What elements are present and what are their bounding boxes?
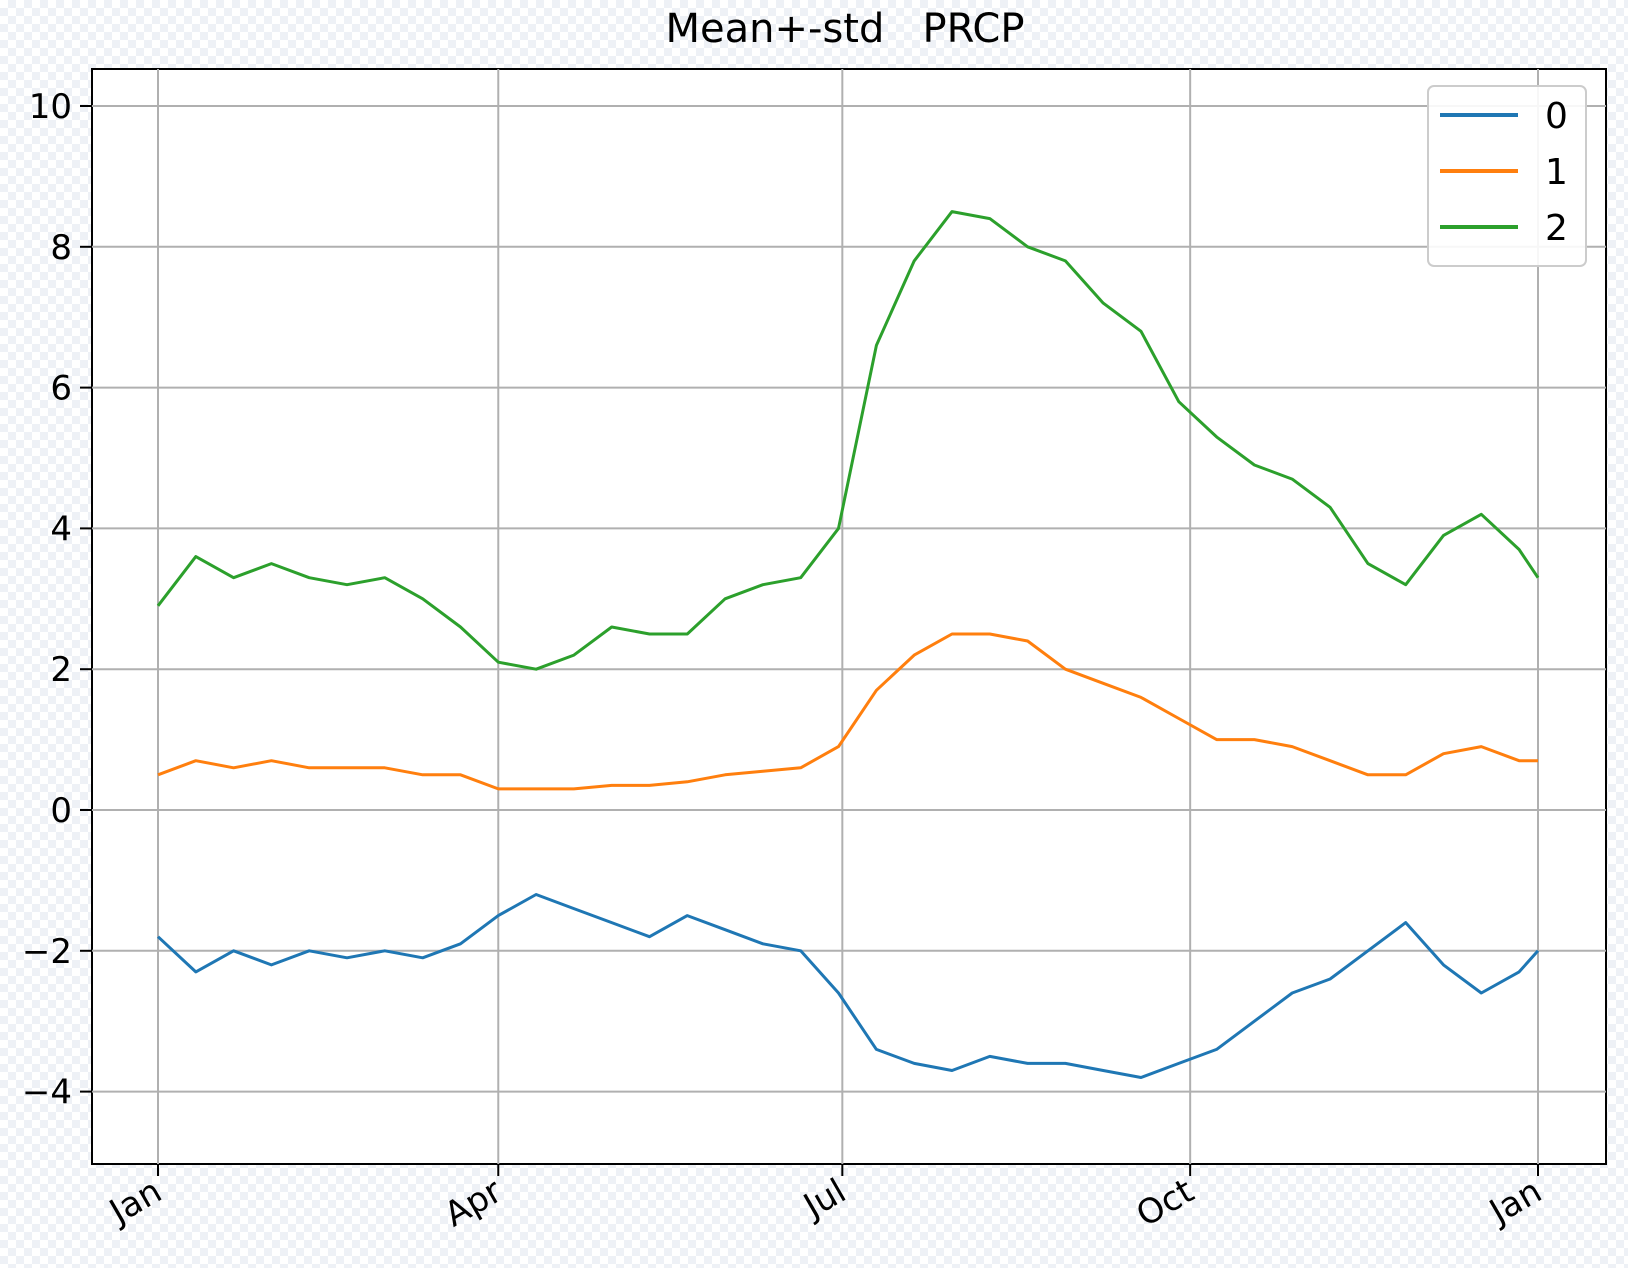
y-axis: 10 8 6 4 2 0 −2 −4: [22, 87, 92, 1113]
series-line-0: [156, 893, 1540, 1079]
y-tick-label: −2: [22, 932, 72, 972]
legend-label-1: 1: [1545, 152, 1568, 193]
series-line-1: [157, 632, 1538, 791]
x-tick-label: Jul: [796, 1171, 853, 1227]
x-tick-label: Oct: [1130, 1171, 1201, 1235]
y-tick-label: 2: [50, 650, 72, 690]
chart-title: Mean+-std PRCP: [666, 6, 1025, 52]
y-tick-label: 8: [50, 228, 72, 268]
legend: 0 1 2: [1427, 85, 1587, 267]
y-tick-label: 10: [29, 87, 72, 127]
y-tick-label: 0: [50, 791, 72, 831]
legend-box: [1427, 85, 1587, 267]
series-lines: [156, 210, 1540, 1079]
x-tick-label: Jan: [1481, 1171, 1548, 1233]
x-axis: Jan Apr Jul Oct Jan: [101, 1164, 1549, 1235]
legend-label-2: 2: [1545, 208, 1568, 249]
series-line-2: [156, 210, 1540, 671]
legend-label-0: 0: [1545, 96, 1568, 137]
y-tick-label: −4: [22, 1073, 72, 1113]
y-tick-label: 6: [50, 369, 72, 409]
x-tick-label: Jan: [101, 1171, 168, 1233]
plot-area: [91, 68, 1607, 1165]
x-tick-label: Apr: [438, 1171, 509, 1235]
grid: [92, 69, 1606, 1164]
y-tick-label: 4: [50, 509, 72, 549]
